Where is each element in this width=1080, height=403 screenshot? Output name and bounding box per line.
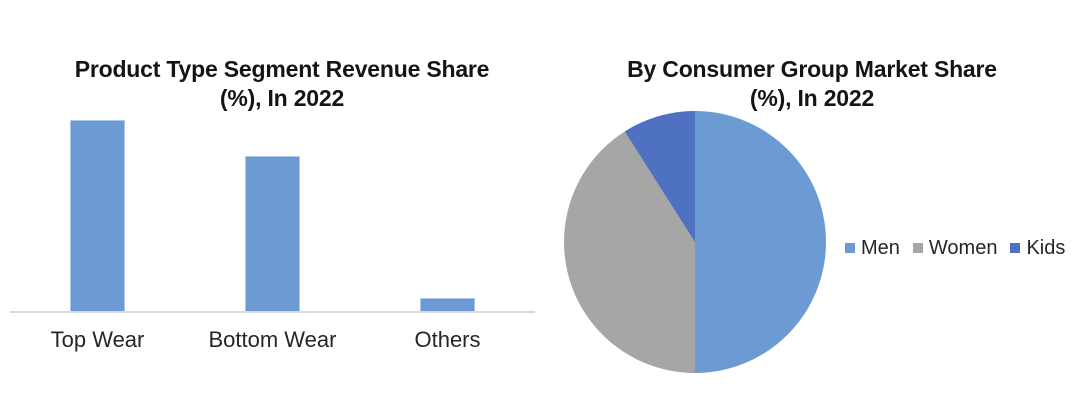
bar-category-column-others [360,95,535,312]
women-legend-swatch-icon [912,243,923,253]
legend-item-kids: Kids [1010,237,1065,260]
bar-bottom-wear [245,156,300,312]
x-axis-line [10,311,535,313]
legend-label-men: Men [861,236,900,259]
legend-item-men: Men [845,237,900,260]
bar-plot-area [10,95,535,312]
pie-chart-title-line2: (%), In 2022 [749,85,875,112]
legend-label-kids: Kids [1026,236,1066,259]
category-label-top-wear: Top Wear [50,327,145,352]
pie-legend: Men Women Kids [845,237,1065,259]
legend-label-women: Women [928,236,998,259]
bar-top-wear [70,120,125,312]
bar-chart-title: Product Type Segment Revenue Share (%), … [52,55,512,113]
kids-legend-swatch-icon [1010,243,1021,253]
men-legend-swatch-icon [845,243,855,253]
bar-category-column-top-wear [10,95,185,312]
bar-chart-title-line1: Product Type Segment Revenue Share [74,56,490,83]
category-label-bottom-wear: Bottom Wear [208,327,337,352]
bar-others [420,297,475,312]
pie-chart-title: By Consumer Group Market Share (%), In 2… [582,55,1042,113]
category-axis-labels: Top Wear Bottom Wear Others [10,327,535,353]
bar-chart-title-line2: (%), In 2022 [219,85,345,112]
legend-item-women: Women [912,236,998,260]
category-label-others: Others [414,327,481,352]
bar-category-column-bottom-wear [185,95,360,312]
pie-chart [564,111,826,373]
pie-chart-title-line1: By Consumer Group Market Share [627,56,997,83]
